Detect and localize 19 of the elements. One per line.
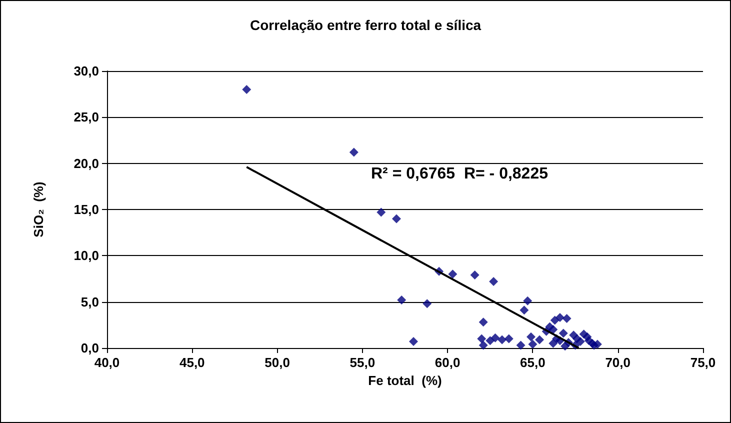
x-tick-label: 70,0 (605, 355, 631, 370)
y-tick-label: 5,0 (80, 294, 99, 310)
y-tick-label: 0,0 (80, 340, 99, 356)
x-tick-label: 45,0 (179, 355, 205, 370)
x-tick-label: 50,0 (264, 355, 290, 370)
y-tick-label: 30,0 (74, 64, 99, 78)
y-axis-title: SiO₂ (%) (31, 182, 46, 238)
y-tick-label: 15,0 (74, 202, 99, 217)
x-axis-title: Fe total (%) (368, 372, 442, 388)
annotation: R² = 0,6765 R= - 0,8225 (371, 166, 548, 182)
x-tick-label: 65,0 (520, 355, 546, 370)
x-tick-label: 55,0 (350, 355, 376, 370)
x-tick-label: 40,0 (94, 355, 120, 370)
chart-title: Correlação entre ferro total e sílica (250, 17, 482, 33)
y-tick-label: 25,0 (74, 110, 99, 125)
y-tick-label: 10,0 (74, 248, 99, 264)
x-tick-label: 60,0 (434, 355, 460, 370)
y-tick-label: 20,0 (74, 156, 99, 171)
x-tick-label: 75,0 (690, 355, 716, 370)
